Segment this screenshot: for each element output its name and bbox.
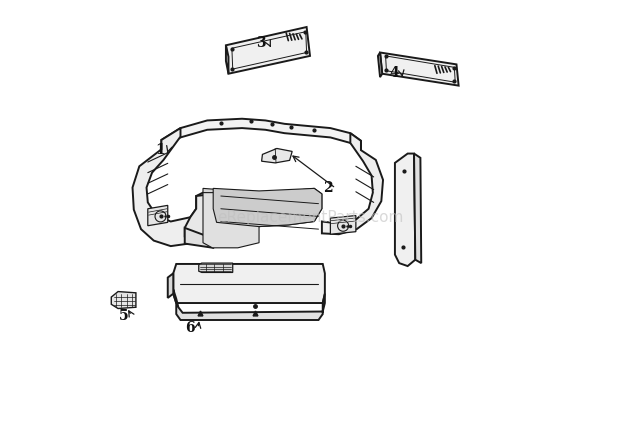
Polygon shape	[203, 188, 322, 227]
Text: 4: 4	[389, 66, 399, 80]
Polygon shape	[168, 273, 173, 298]
Polygon shape	[322, 133, 383, 234]
Text: 3: 3	[256, 36, 266, 50]
Text: eReplacementParts.com: eReplacementParts.com	[217, 210, 403, 225]
Text: 2: 2	[324, 181, 333, 196]
Polygon shape	[330, 216, 356, 234]
Polygon shape	[173, 264, 325, 303]
Polygon shape	[395, 153, 415, 266]
Polygon shape	[226, 27, 310, 74]
Polygon shape	[111, 291, 136, 308]
Polygon shape	[262, 148, 292, 163]
Polygon shape	[199, 263, 232, 273]
Polygon shape	[380, 52, 459, 86]
Polygon shape	[161, 119, 361, 150]
Polygon shape	[173, 289, 325, 320]
Polygon shape	[203, 193, 259, 248]
Polygon shape	[185, 194, 213, 239]
Text: 6: 6	[185, 322, 195, 336]
Polygon shape	[133, 128, 213, 246]
Text: 5: 5	[119, 309, 129, 323]
Polygon shape	[185, 228, 213, 248]
Polygon shape	[213, 188, 322, 227]
Polygon shape	[148, 205, 168, 226]
Text: 1: 1	[156, 143, 166, 157]
Polygon shape	[226, 45, 229, 74]
Polygon shape	[378, 52, 382, 77]
Polygon shape	[414, 153, 421, 263]
